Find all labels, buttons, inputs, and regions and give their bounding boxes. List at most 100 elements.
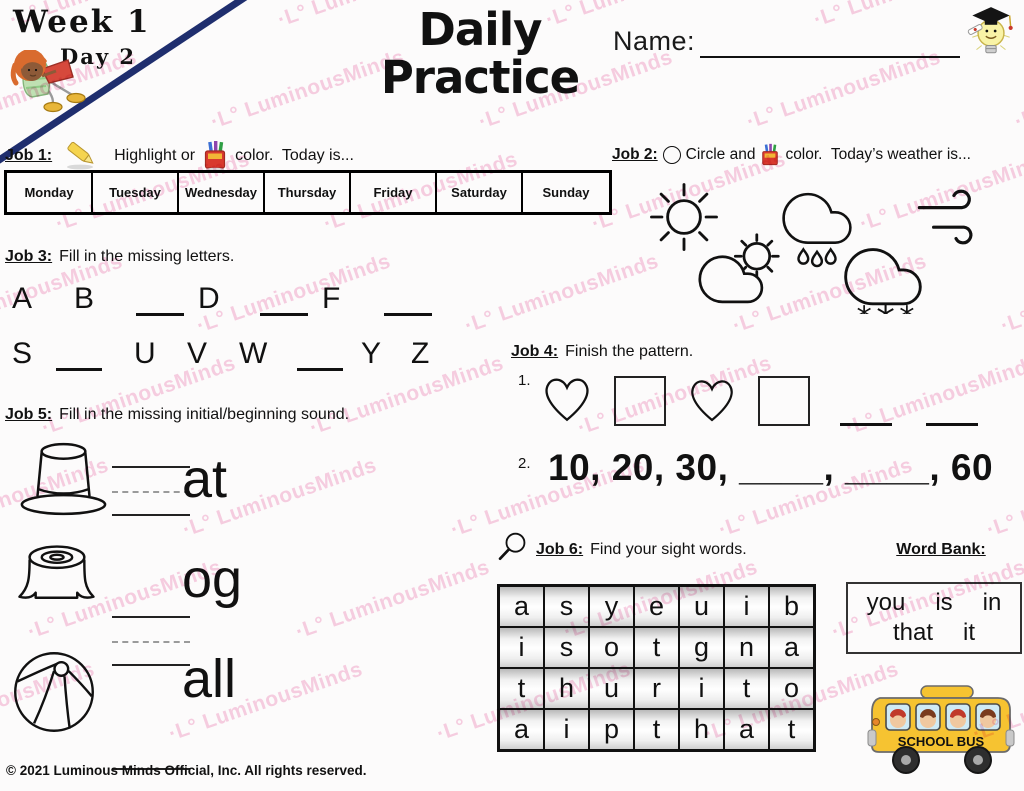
job1-text-after: color. Today is... [235,146,354,164]
job3-letter: B [74,282,95,315]
word-bank-word: that [892,619,934,646]
word-bank-word: in [982,589,1002,616]
weather-windy-icon[interactable] [912,188,998,245]
grid-cell[interactable]: p [589,709,634,750]
job5-writing-lines[interactable] [112,616,190,666]
day-cell-friday[interactable]: Friday [351,173,437,212]
copyright-text: © 2021 Luminous Minds Official, Inc. All… [6,763,367,778]
beach-ball-image [14,652,94,732]
job3-blank[interactable] [56,334,102,371]
job2-label: Job 2: [612,146,658,163]
name-blank-line[interactable] [700,56,960,58]
job5-writing-lines[interactable] [112,466,190,516]
school-bus-illustration: SCHOOL BUS [867,685,1015,774]
highlighter-icon [67,141,94,169]
weather-rainy-icon[interactable] [780,182,854,270]
job5-writing-lines[interactable] [112,768,190,791]
grid-cell[interactable]: i [499,627,544,668]
weather-partly-cloudy-icon[interactable] [697,233,789,307]
word-bank-word: it [963,619,976,646]
grid-cell[interactable]: h [544,668,589,709]
job3-letter: U [134,337,156,370]
grid-cell[interactable]: i [679,668,724,709]
day-cell-tuesday[interactable]: Tuesday [93,173,179,212]
job1-label: Job 1: [5,146,53,164]
job4-item2-number: 2. [518,455,531,472]
day-cell-sunday[interactable]: Sunday [542,185,590,200]
grid-cell[interactable]: y [589,586,634,627]
grid-cell[interactable]: a [724,709,769,750]
word-bank-title: Word Bank: [896,541,986,558]
bus-label: SCHOOL BUS [898,734,985,749]
grid-cell[interactable]: a [499,709,544,750]
grid-cell[interactable]: g [679,627,724,668]
job3-blank[interactable] [260,279,308,316]
svg-text:*: * [899,301,914,314]
job3-blank[interactable] [384,279,432,316]
job3-blank[interactable] [136,279,184,316]
day-cell-wednesday[interactable]: Wednesday [179,173,265,212]
job3-blank[interactable] [297,334,343,371]
tree-stump-image [18,545,95,599]
watermark-text: ·L° LuminousMinds [997,250,1024,338]
days-of-week-table: Monday Tuesday Wednesday Thursday Friday… [4,170,612,215]
day-cell-thursday[interactable]: Thursday [265,173,351,212]
job4-label: Job 4: [511,343,559,360]
grid-cell[interactable]: s [544,586,589,627]
day-cell-monday[interactable]: Monday [7,173,93,212]
job4-pattern-blank[interactable] [840,417,892,426]
page-title-line2: Practice [380,51,580,104]
grid-cell[interactable]: h [679,709,724,750]
grid-cell[interactable]: t [499,668,544,709]
circle-icon [662,146,681,164]
grid-cell[interactable]: u [679,586,724,627]
grid-cell[interactable]: n [724,627,769,668]
grid-cell[interactable]: t [634,627,679,668]
watermark-text: ·L° LuminousMinds [292,555,493,644]
grid-cell[interactable]: s [544,627,589,668]
page-title-line1: Daily [418,3,543,56]
name-label: Name: [613,26,696,56]
grid-cell[interactable]: o [589,627,634,668]
grid-cell[interactable]: r [634,668,679,709]
job3-letter: W [239,337,268,370]
crayon-box-icon [204,141,226,171]
grid-cell[interactable]: e [634,586,679,627]
job3-label: Job 3: [5,248,53,265]
grid-cell[interactable]: t [769,709,814,750]
weather-sunny-icon[interactable] [645,178,723,256]
job4-pattern-blank[interactable] [926,417,978,426]
word-bank-word: is [935,589,953,616]
job3-letter: V [187,337,208,370]
grid-cell[interactable]: u [589,668,634,709]
day-cell-saturday[interactable]: Saturday [437,173,523,212]
grid-cell[interactable]: a [769,627,814,668]
job4-number-pattern[interactable]: 10, 20, 30, ____, ____, 60 [548,447,994,488]
word-bank-word: you [866,589,906,616]
heart-shape [691,380,733,422]
weather-snowy-icon[interactable]: * * * [842,236,924,314]
word-bank-box: you is in that it [846,582,1022,654]
grid-cell[interactable]: b [769,586,814,627]
job3-letter: D [198,282,220,315]
job1-text-before: Highlight or [114,146,196,164]
square-shape [614,376,666,426]
grid-cell[interactable]: i [724,586,769,627]
grid-cell[interactable]: t [724,668,769,709]
svg-text:*: * [876,298,895,314]
day-label: Day 2 [60,44,136,69]
job2-text-before: Circle and [685,146,756,163]
grid-cell[interactable]: a [499,586,544,627]
job4-text: Finish the pattern. [565,343,694,360]
grid-cell[interactable]: o [769,668,814,709]
magnifying-glass-icon [498,532,526,561]
corner-diagonal-line [0,0,248,164]
job5-suffix-all: all [182,649,237,709]
watermark-text: ·L° LuminousMinds [743,45,944,134]
grid-cell[interactable]: i [544,709,589,750]
grid-cell[interactable]: t [634,709,679,750]
job5-label: Job 5: [5,406,53,423]
reading-girl-illustration [10,50,86,113]
week-label: Week 1 [13,4,151,40]
